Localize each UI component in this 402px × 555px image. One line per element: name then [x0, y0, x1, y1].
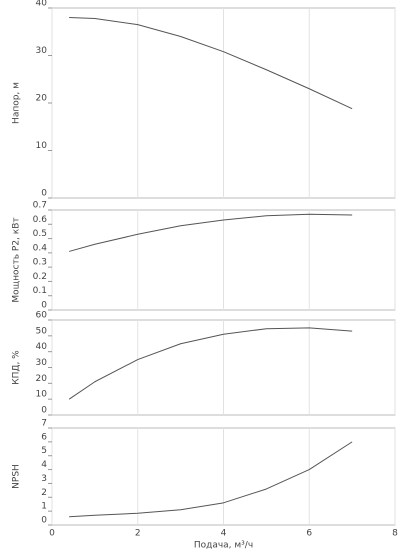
y-tick-label: 0: [41, 301, 47, 311]
y-tick-label: 50: [36, 326, 48, 336]
y-tick-label: 4: [41, 460, 47, 470]
y-tick-label: 30: [36, 358, 48, 368]
y-tick-label: 0: [41, 516, 47, 526]
y-tick-label: 30: [36, 46, 48, 56]
y-tick-label: 60: [36, 311, 48, 321]
y-tick-label: 0.3: [33, 258, 47, 268]
x-axis-label: Подача, м³/ч: [194, 541, 253, 551]
x-tick-label: 2: [135, 529, 141, 539]
x-tick-label: 6: [306, 529, 312, 539]
x-tick-label: 0: [49, 529, 55, 539]
curve: [69, 213, 353, 252]
y-tick-label: 7: [41, 419, 47, 429]
y-tick-label: 40: [36, 0, 48, 9]
y-tick-label: 1: [41, 502, 47, 512]
y-tick-label: 0.7: [33, 201, 47, 211]
y-tick-label: 5: [41, 446, 47, 456]
y-tick-label: 0.1: [33, 286, 47, 296]
curve: [69, 17, 353, 110]
y-tick-label: 6: [41, 432, 47, 442]
x-tick-label: 4: [221, 529, 227, 539]
x-tick-label: 8: [392, 529, 398, 539]
y-tick-label: 10: [36, 390, 48, 400]
y-tick-label: 40: [36, 342, 48, 352]
y-axis-label: Напор, м: [12, 82, 22, 124]
y-tick-label: 2: [41, 488, 47, 498]
y-axis-label: КПД, %: [12, 350, 22, 385]
y-tick-label: 0.2: [33, 272, 47, 282]
y-tick-label: 3: [41, 474, 47, 484]
y-tick-label: 0.6: [33, 215, 48, 225]
y-axis-label: NPSH: [12, 464, 22, 489]
y-axis-label: Мощность P2, кВт: [12, 217, 22, 302]
y-tick-label: 0.4: [33, 243, 48, 253]
y-tick-label: 20: [36, 94, 48, 104]
curve: [68, 327, 353, 400]
y-tick-label: 0: [41, 189, 47, 199]
y-tick-label: 0: [41, 406, 47, 416]
y-tick-label: 0.5: [33, 229, 47, 239]
y-tick-label: 20: [36, 374, 48, 384]
y-tick-label: 10: [36, 141, 48, 151]
curve: [69, 441, 353, 518]
